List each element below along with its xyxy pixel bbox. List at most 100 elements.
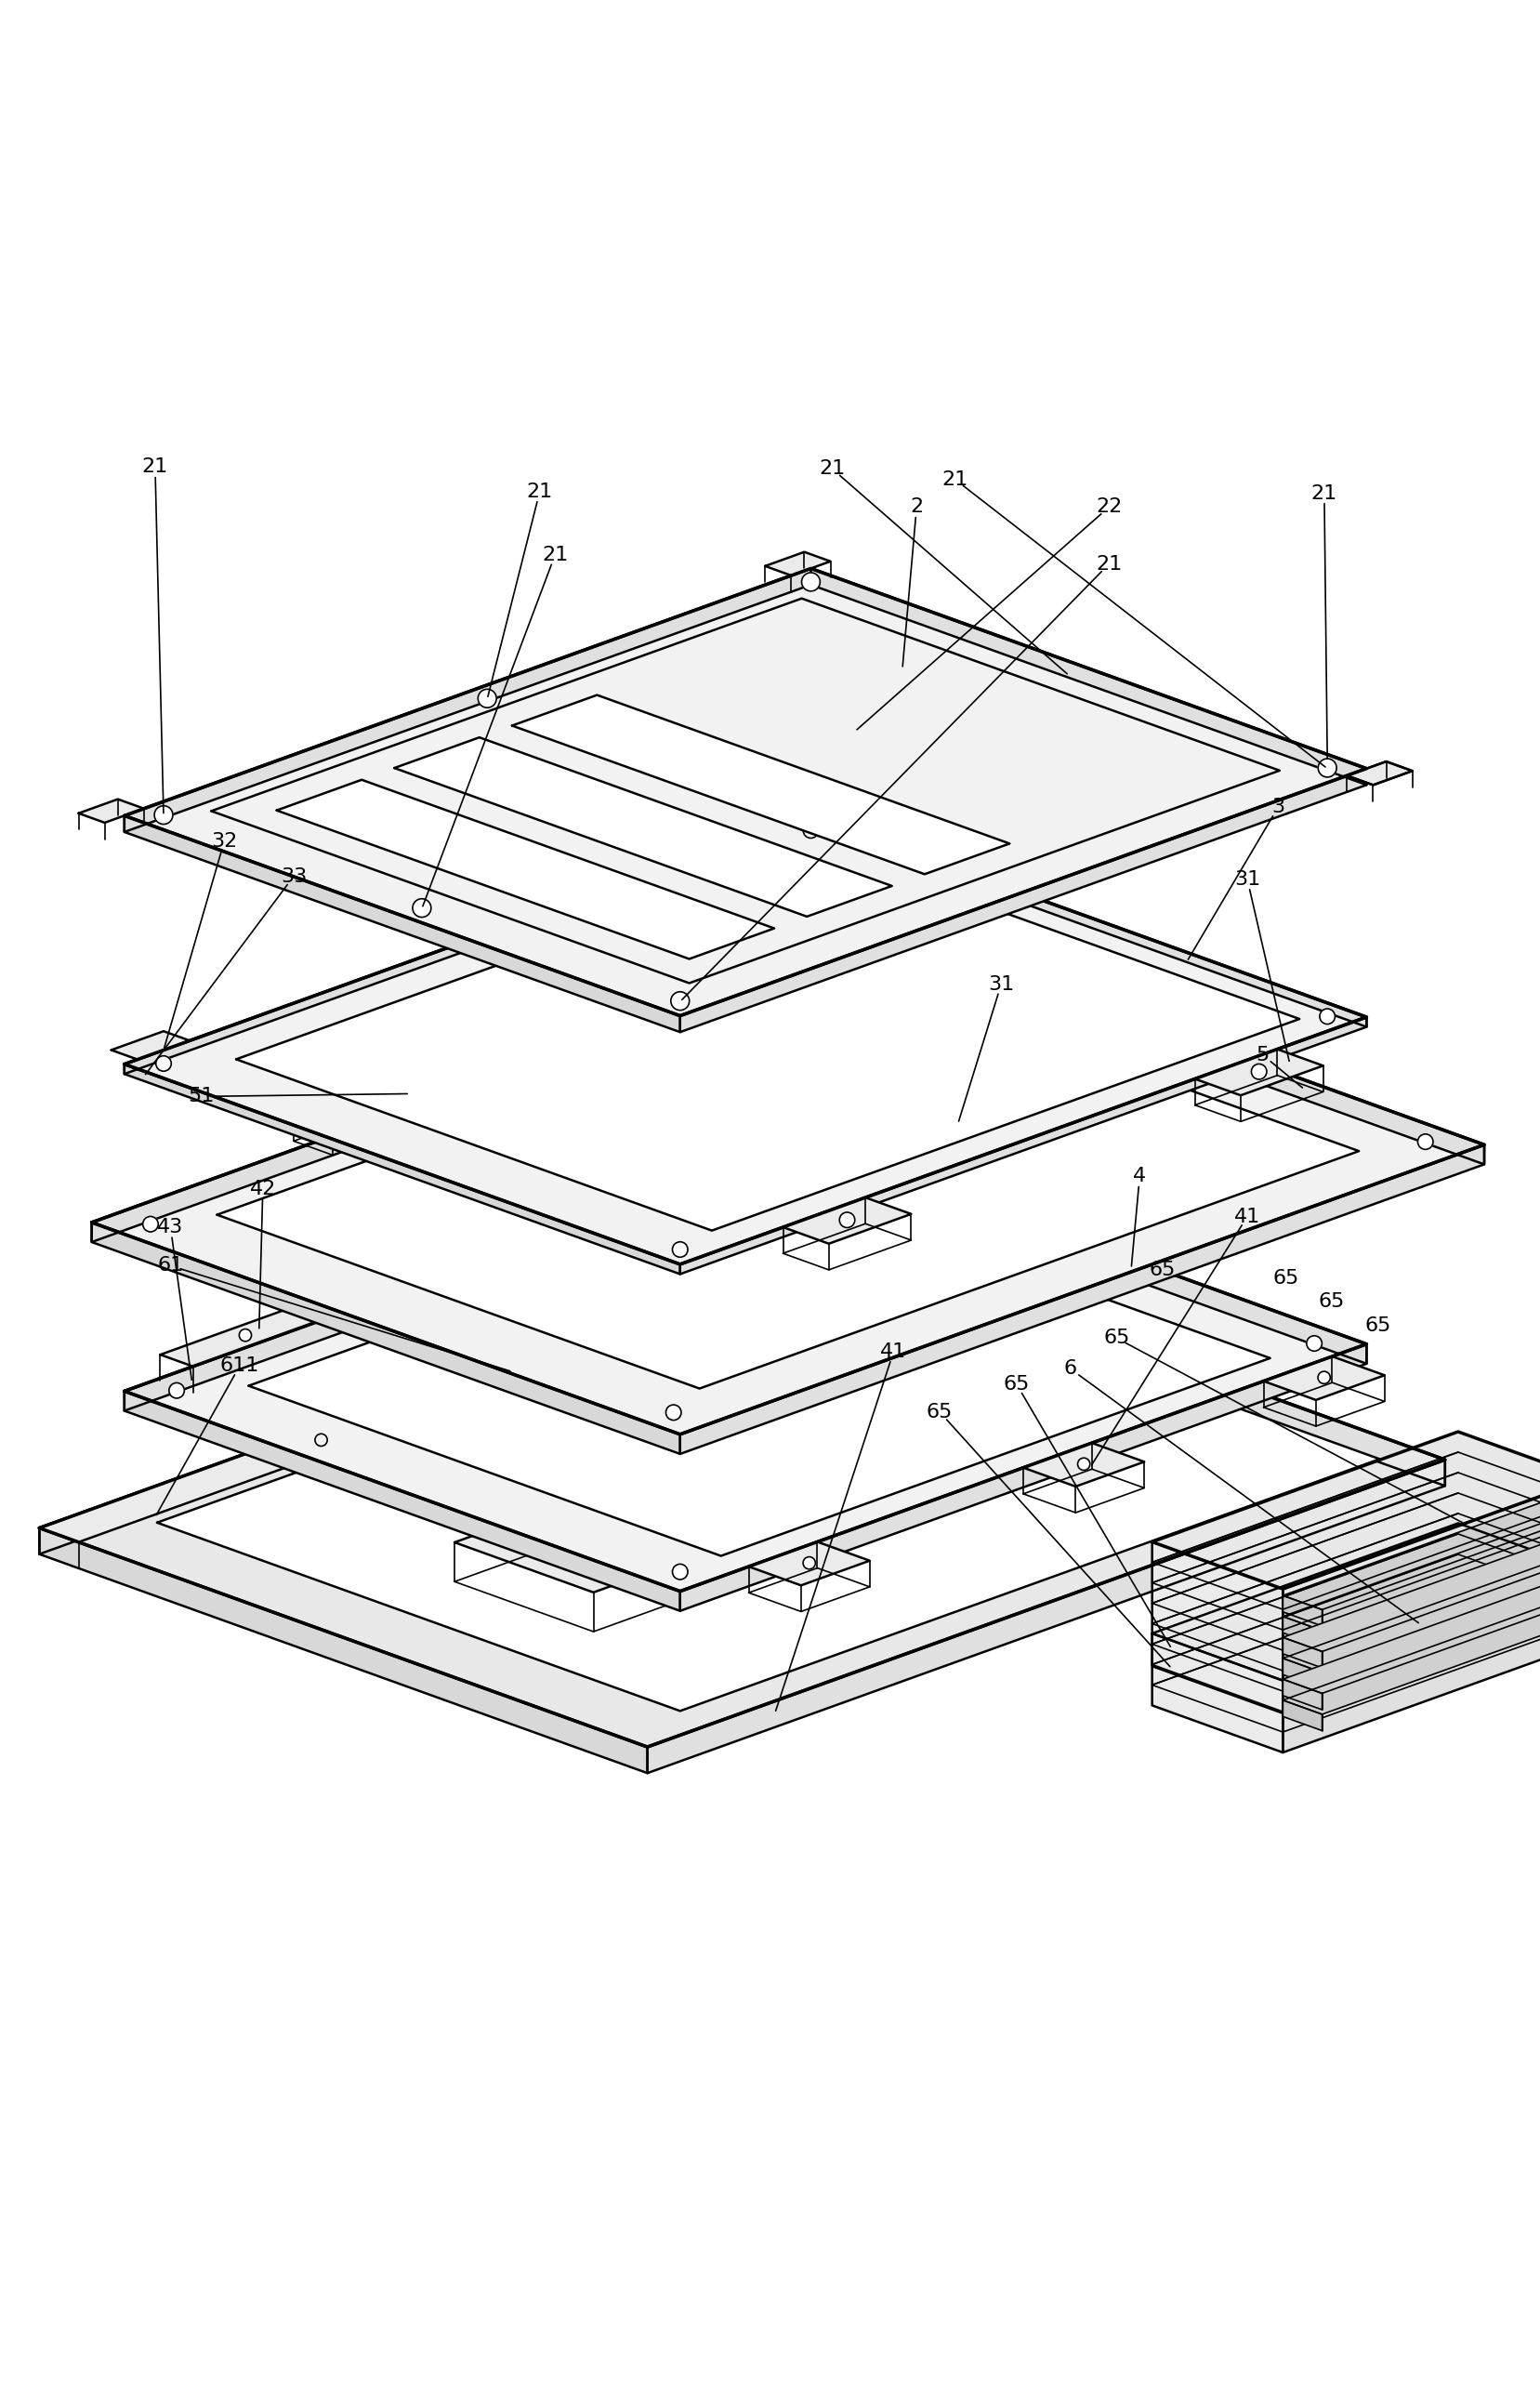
Text: 4: 4 — [1132, 1168, 1146, 1187]
Circle shape — [1417, 1134, 1432, 1149]
Polygon shape — [1283, 1699, 1321, 1730]
Circle shape — [544, 1352, 556, 1364]
Circle shape — [408, 1086, 420, 1098]
Circle shape — [802, 823, 818, 838]
Text: 21: 21 — [527, 483, 553, 500]
Text: 22: 22 — [1095, 498, 1121, 517]
Circle shape — [413, 900, 431, 917]
Text: 31: 31 — [1234, 871, 1260, 888]
Text: 42: 42 — [249, 1180, 276, 1199]
Polygon shape — [1152, 1541, 1283, 1752]
Polygon shape — [511, 694, 1009, 873]
Polygon shape — [679, 768, 1366, 1031]
Polygon shape — [125, 570, 1366, 1015]
Polygon shape — [217, 976, 1358, 1388]
Text: 32: 32 — [211, 833, 237, 850]
Polygon shape — [1283, 1680, 1321, 1709]
Polygon shape — [1283, 1527, 1540, 1651]
Polygon shape — [679, 1017, 1366, 1273]
Text: 41: 41 — [879, 1342, 906, 1362]
Polygon shape — [125, 816, 810, 1074]
Text: 6: 6 — [1063, 1359, 1076, 1378]
Text: 21: 21 — [941, 469, 967, 488]
Circle shape — [1317, 759, 1335, 778]
Polygon shape — [1283, 1548, 1540, 1673]
Circle shape — [154, 806, 172, 823]
Circle shape — [314, 1433, 326, 1445]
Polygon shape — [1263, 1357, 1384, 1400]
Circle shape — [1250, 1065, 1266, 1079]
Polygon shape — [91, 933, 1483, 1433]
Polygon shape — [277, 780, 773, 960]
Text: 2: 2 — [910, 498, 922, 517]
Polygon shape — [1283, 1486, 1540, 1610]
Polygon shape — [125, 1144, 1366, 1591]
Polygon shape — [1194, 1048, 1323, 1096]
Polygon shape — [1346, 761, 1412, 785]
Polygon shape — [157, 1271, 1378, 1711]
Text: 21: 21 — [542, 546, 568, 565]
Text: 21: 21 — [1095, 555, 1121, 574]
Polygon shape — [91, 933, 895, 1242]
Text: 65: 65 — [1364, 1316, 1391, 1335]
Polygon shape — [1283, 1505, 1540, 1630]
Polygon shape — [1283, 1637, 1321, 1668]
Polygon shape — [91, 1223, 679, 1455]
Polygon shape — [125, 1065, 679, 1273]
Polygon shape — [810, 816, 1366, 1027]
Polygon shape — [40, 1529, 647, 1773]
Circle shape — [1306, 1335, 1321, 1352]
Polygon shape — [895, 933, 1483, 1165]
Text: 3: 3 — [1270, 797, 1284, 816]
Text: 65: 65 — [1149, 1261, 1175, 1280]
Text: 65: 65 — [1318, 1292, 1344, 1311]
Polygon shape — [810, 570, 1366, 785]
Polygon shape — [125, 1390, 679, 1610]
Polygon shape — [1283, 1589, 1540, 1713]
Polygon shape — [160, 1292, 365, 1366]
Circle shape — [802, 1153, 818, 1170]
Text: 5: 5 — [1255, 1046, 1269, 1065]
Text: 65: 65 — [1103, 1328, 1129, 1347]
Text: 41: 41 — [1234, 1206, 1260, 1225]
Circle shape — [802, 1558, 815, 1570]
Polygon shape — [782, 1196, 910, 1244]
Text: 65: 65 — [926, 1402, 952, 1421]
Text: 611: 611 — [220, 1357, 259, 1376]
Text: 51: 51 — [188, 1086, 214, 1106]
Polygon shape — [1283, 1658, 1321, 1689]
Polygon shape — [454, 1515, 670, 1591]
Circle shape — [169, 1383, 185, 1398]
Circle shape — [156, 1055, 171, 1072]
Circle shape — [1318, 1010, 1334, 1024]
Circle shape — [1317, 1371, 1329, 1383]
Polygon shape — [1283, 1570, 1540, 1694]
Circle shape — [665, 1405, 681, 1419]
Circle shape — [143, 1216, 159, 1232]
Circle shape — [670, 991, 688, 1010]
Polygon shape — [1346, 761, 1412, 785]
Polygon shape — [40, 1240, 876, 1541]
Polygon shape — [765, 553, 830, 574]
Polygon shape — [111, 1031, 189, 1060]
Polygon shape — [40, 1240, 1445, 1747]
Text: 21: 21 — [1311, 483, 1337, 503]
Circle shape — [239, 1328, 251, 1342]
Polygon shape — [1152, 1431, 1540, 1589]
Polygon shape — [125, 1144, 810, 1412]
Circle shape — [1076, 1457, 1089, 1469]
Polygon shape — [836, 1240, 1445, 1486]
Polygon shape — [679, 1345, 1366, 1610]
Text: 43: 43 — [157, 1218, 183, 1237]
Polygon shape — [294, 1048, 534, 1137]
Circle shape — [895, 945, 910, 962]
Polygon shape — [125, 816, 1366, 1264]
Circle shape — [839, 1213, 855, 1228]
Polygon shape — [647, 1460, 1445, 1773]
Polygon shape — [125, 816, 679, 1031]
Polygon shape — [1283, 1479, 1540, 1752]
Polygon shape — [79, 799, 143, 823]
Polygon shape — [810, 1144, 1366, 1364]
Polygon shape — [125, 570, 810, 833]
Polygon shape — [1283, 1596, 1321, 1625]
